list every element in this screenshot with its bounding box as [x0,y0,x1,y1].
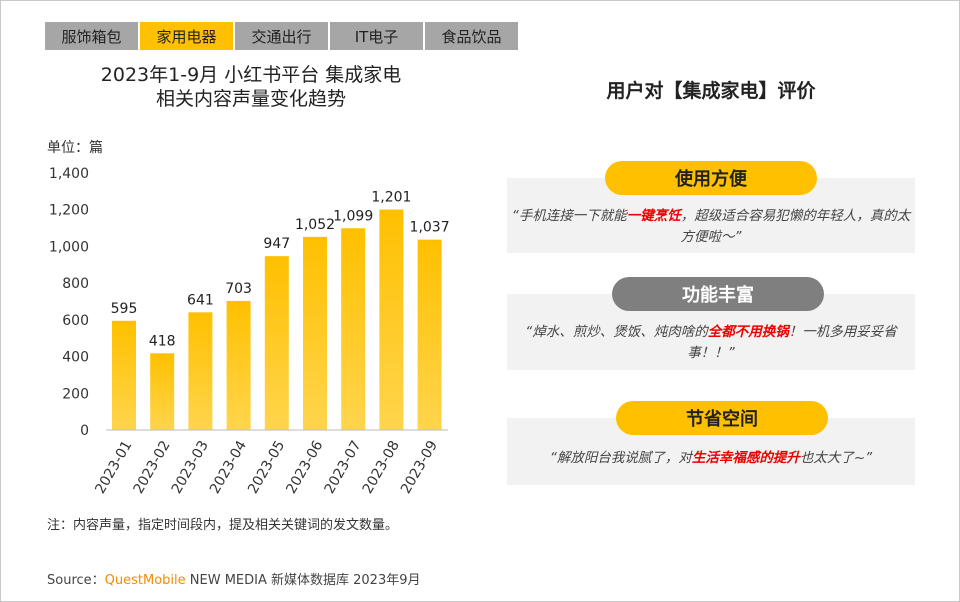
tag-space: 节省空间 [616,401,828,435]
tab-apparel[interactable]: 服饰箱包 [45,22,138,50]
y-tick-label: 400 [62,350,89,366]
review-text: 也太大了~” [799,450,873,466]
source-line: Source：QuestMobile NEW MEDIA 新媒体数据库 2023… [47,569,421,588]
x-tick-label: 2023-04 [207,438,250,497]
review-title: 用户对【集成家电】评价 [606,80,816,102]
data-label: 1,201 [371,190,411,206]
review-highlight: 全都不用换锅 [707,324,789,340]
x-tick-label: 2023-05 [245,438,288,497]
data-label: 1,037 [410,220,450,236]
data-label: 1,099 [333,208,373,224]
x-tick-label: 2023-01 [92,438,135,497]
review-highlight: 生活幸福感的提升 [691,450,800,466]
bar-2023-08 [379,209,404,430]
tab-home-appliances[interactable]: 家用电器 [140,22,233,50]
bar-2023-09 [417,239,442,430]
data-label: 418 [149,333,176,349]
chart-title-line1: 2023年1-9月 小红书平台 集成家电 [100,64,402,86]
review-text: ！一机多用妥妥省事！！” [687,324,897,361]
y-tick-label: 1,400 [49,166,89,182]
bar-2023-07 [341,228,366,430]
chart-title: 2023年1-9月 小红书平台 集成家电 相关内容声量变化趋势 [41,63,461,111]
review-highlight: 一键烹饪 [626,208,681,224]
source-suffix: NEW MEDIA 新媒体数据库 2023年9月 [185,573,421,588]
bar-2023-04 [226,300,251,430]
bar-2023-03 [188,312,213,430]
chart-title-line2: 相关内容声量变化趋势 [155,88,346,110]
bar-chart: 0 200 400 600 800 1,000 1,200 1,400 595 418 641 703… [49,166,450,497]
bar-2023-05 [264,256,289,430]
bar-2023-06 [303,236,327,430]
x-tick-label: 2023-02 [131,438,174,497]
bar-2023-01 [112,320,136,430]
bar-2023-02 [150,353,175,430]
y-tick-label: 1,000 [49,239,89,255]
x-tick-label: 2023-03 [169,438,212,497]
review-text: “手机连接一下就能 [511,208,627,224]
review-text: “焯水、煎炒、煲饭、炖肉啥的 [525,324,708,340]
y-tick-label: 0 [80,423,89,439]
data-label: 947 [263,236,290,252]
data-label: 1,052 [295,217,335,233]
tag-convenient: 使用方便 [605,161,817,195]
unit-label: 单位：篇 [47,140,103,156]
tab-it-electronics[interactable]: IT电子 [330,22,423,50]
review-text: ，超级适合容易犯懒的年轻人，真的太方便啦～” [680,208,911,245]
source-prefix: Source： [47,573,105,588]
x-tick-label: 2023-06 [283,438,326,497]
tab-transport[interactable]: 交通出行 [235,22,328,50]
y-tick-label: 200 [62,386,89,402]
data-label: 595 [111,301,138,317]
review-text: “解放阳台我说腻了，对 [549,450,692,466]
data-label: 703 [225,281,252,297]
x-tick-label: 2023-08 [360,438,403,497]
data-label: 641 [187,292,214,308]
x-tick-label: 2023-07 [322,438,365,497]
tag-features: 功能丰富 [612,277,824,311]
y-tick-label: 800 [62,276,89,292]
brand-name: QuestMobile [104,573,186,588]
y-tick-label: 600 [62,313,89,329]
y-tick-label: 1,200 [49,203,89,219]
x-tick-label: 2023-09 [398,438,441,497]
tab-food-drinks[interactable]: 食品饮品 [425,22,518,50]
footnote: 注：内容声量，指定时间段内，提及相关关键词的发文数量。 [47,518,399,533]
category-tabs: 服饰箱包 家用电器 交通出行 IT电子 食品饮品 [45,22,518,50]
